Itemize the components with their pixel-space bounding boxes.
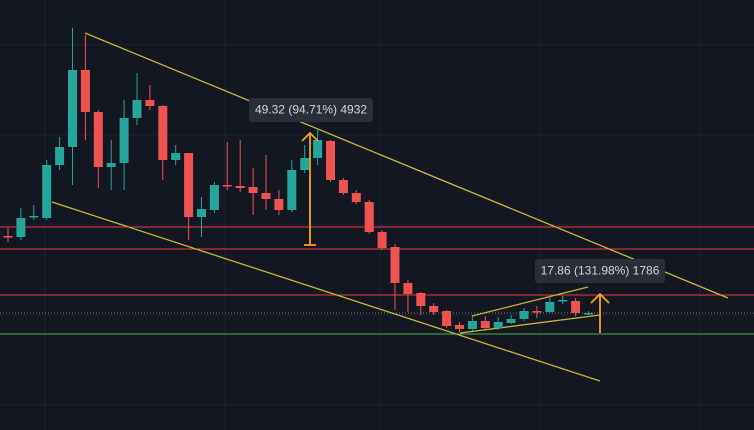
candle-body xyxy=(364,202,374,232)
candle-body xyxy=(467,321,477,329)
candle-body xyxy=(429,306,439,312)
arrow-head xyxy=(590,292,610,304)
candle-body xyxy=(197,209,206,217)
candle-body xyxy=(390,247,400,283)
candle-body xyxy=(455,325,464,329)
annotation-box xyxy=(535,259,665,283)
candle-body xyxy=(106,163,116,167)
arrow-head xyxy=(301,131,319,142)
candle-body xyxy=(287,170,297,210)
candle-body xyxy=(68,70,77,147)
candle-body xyxy=(145,100,155,106)
candle-body xyxy=(119,118,129,163)
candle-body xyxy=(55,147,65,165)
candle-body xyxy=(545,302,555,312)
candle-body xyxy=(480,321,490,328)
candle-body xyxy=(248,187,258,193)
candle-body xyxy=(184,153,194,217)
candle-body xyxy=(171,153,181,160)
candle-body xyxy=(493,322,503,328)
candle-body xyxy=(16,218,26,237)
levels xyxy=(0,226,754,335)
annotation-box xyxy=(249,98,373,122)
annotation-text: 49.32 (94.71%) 4932 xyxy=(255,103,367,117)
annotation: 17.86 (131.98%) 1786 xyxy=(535,259,665,283)
candle-body xyxy=(274,199,284,210)
candle-body xyxy=(338,180,348,193)
candle-body xyxy=(158,106,168,160)
candle-body xyxy=(326,141,335,180)
annotation: 49.32 (94.71%) 4932 xyxy=(249,98,373,122)
trend-line xyxy=(459,314,601,334)
candle-body xyxy=(313,140,323,158)
candle-body xyxy=(80,70,90,112)
candle-body xyxy=(209,185,219,210)
candle-body xyxy=(584,313,593,315)
candle-body xyxy=(351,193,361,202)
candle-body xyxy=(93,112,103,167)
candle-body xyxy=(416,293,426,306)
trend-lines xyxy=(51,32,729,382)
candles xyxy=(3,28,593,332)
candle-body xyxy=(558,300,568,302)
annotation-text: 17.86 (131.98%) 1786 xyxy=(541,264,660,278)
candle-body xyxy=(377,232,387,248)
candle-body xyxy=(3,236,13,238)
candle-body xyxy=(506,319,516,323)
candle-body xyxy=(132,100,142,118)
candle-body xyxy=(42,165,52,218)
trend-line xyxy=(471,286,589,317)
candle-body xyxy=(532,311,542,313)
trend-line xyxy=(51,201,601,382)
candle-body xyxy=(261,193,271,199)
candle-body xyxy=(442,311,452,326)
candle-body xyxy=(222,185,232,187)
candle-body xyxy=(29,216,39,218)
trend-line xyxy=(84,32,729,299)
candle-body xyxy=(235,186,245,188)
candle-body xyxy=(300,158,310,170)
candle-body xyxy=(571,301,581,313)
candle-body xyxy=(403,283,413,294)
candle-body xyxy=(519,311,529,319)
measure-arrows xyxy=(301,131,610,333)
